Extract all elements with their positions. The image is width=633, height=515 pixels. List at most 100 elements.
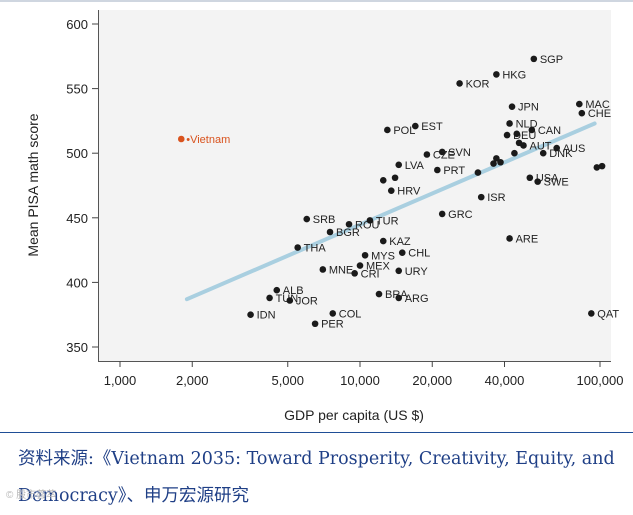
point-label: USA <box>536 173 559 185</box>
point-label: PRT <box>443 165 465 177</box>
point-label: MEX <box>366 261 391 273</box>
data-point <box>497 158 504 166</box>
point-label: SWE <box>544 177 569 189</box>
point-label: QAT <box>597 308 619 320</box>
point-label: PER <box>321 319 344 331</box>
data-point <box>319 266 327 273</box>
trend-line <box>184 121 597 302</box>
point-label: AUS <box>563 143 586 155</box>
point-label: KAZ <box>389 236 411 248</box>
data-point <box>511 149 518 157</box>
point-label: ARG <box>405 293 429 305</box>
point-label: TUR <box>376 215 399 227</box>
data-point <box>375 290 383 298</box>
y-tick-label: 400 <box>66 275 88 290</box>
y-tick-label: 500 <box>66 146 88 161</box>
data-point <box>294 244 301 251</box>
data-point <box>329 310 337 317</box>
point-label: BGR <box>336 227 360 239</box>
data-point <box>423 151 431 158</box>
point-label: CRI <box>361 268 380 280</box>
data-point <box>515 139 523 147</box>
point-label: COL <box>339 308 362 320</box>
data-point <box>395 161 403 169</box>
point-label: JPN <box>518 102 539 114</box>
point-label: HRV <box>397 186 421 198</box>
data-point <box>384 126 391 134</box>
data-point <box>503 131 511 139</box>
data-point <box>474 169 482 176</box>
point-label: MAC <box>585 99 610 111</box>
point-label: SRB <box>313 214 336 226</box>
top-divider <box>0 0 633 2</box>
x-tick-label: 10,000 <box>340 373 380 388</box>
data-point <box>506 235 513 242</box>
point-label: ALB <box>283 285 304 297</box>
data-point <box>303 215 311 223</box>
point-label: GRC <box>448 209 473 221</box>
point-label: CAN <box>538 125 561 137</box>
x-tick-label: 100,000 <box>577 373 624 388</box>
point-label: AUT <box>529 140 551 152</box>
data-point <box>593 164 601 171</box>
watermark: © 股市荟萃 <box>6 490 57 501</box>
point-label: URY <box>405 266 429 278</box>
x-tick-label: 20,000 <box>412 373 452 388</box>
data-point <box>526 174 534 182</box>
data-point <box>412 122 419 130</box>
point-label: MNE <box>329 264 353 276</box>
data-point <box>490 160 497 167</box>
data-point <box>598 162 606 170</box>
x-tick-label: 5,000 <box>271 373 304 388</box>
data-point <box>528 126 536 134</box>
point-label: CHE <box>588 108 611 120</box>
data-point <box>311 320 319 328</box>
point-label: CHL <box>408 248 430 260</box>
point-label: HKG <box>502 69 526 81</box>
data-point <box>379 177 387 184</box>
data-point <box>438 210 446 218</box>
point-label: EST <box>421 121 443 133</box>
point-label: MYS <box>371 250 395 262</box>
data-point <box>493 155 500 162</box>
point-label: IDN <box>257 310 276 322</box>
data-point <box>351 270 358 277</box>
x-tick-label: 2,000 <box>176 373 209 388</box>
point-label: JOR <box>296 295 318 307</box>
y-tick-label: 350 <box>66 340 88 355</box>
data-point <box>247 311 254 319</box>
y-tick-label: 550 <box>66 82 88 97</box>
data-point <box>477 193 485 201</box>
plot-area <box>98 10 611 362</box>
data-point <box>434 166 441 174</box>
data-point <box>508 103 516 110</box>
point-label: BRA <box>385 289 408 301</box>
point-label: CZE <box>433 149 455 161</box>
y-tick-label: 450 <box>66 211 88 226</box>
data-point <box>366 217 374 224</box>
highlight-point <box>177 135 185 143</box>
data-point <box>395 267 403 275</box>
source-caption: 资料来源:《Vietnam 2035: Toward Prosperity, C… <box>18 449 615 506</box>
point-label: ISR <box>487 192 505 204</box>
data-point <box>361 251 369 259</box>
data-point <box>379 237 387 245</box>
point-label: THA <box>304 243 327 255</box>
data-point <box>534 178 541 185</box>
data-point <box>456 80 463 87</box>
caption-divider <box>0 432 633 433</box>
data-point <box>266 294 273 302</box>
data-point <box>539 149 547 157</box>
x-tick-label: 40,000 <box>485 373 525 388</box>
data-point <box>438 148 446 156</box>
point-label: SVN <box>448 147 471 159</box>
point-label: LVA <box>405 160 425 172</box>
data-point <box>513 130 521 138</box>
point-label: ARE <box>516 233 539 245</box>
data-point <box>398 249 406 256</box>
point-label: KOR <box>466 78 490 90</box>
highlight-label: •Vietnam <box>186 134 230 146</box>
y-tick-label: 600 <box>66 17 88 32</box>
data-point <box>576 100 583 108</box>
